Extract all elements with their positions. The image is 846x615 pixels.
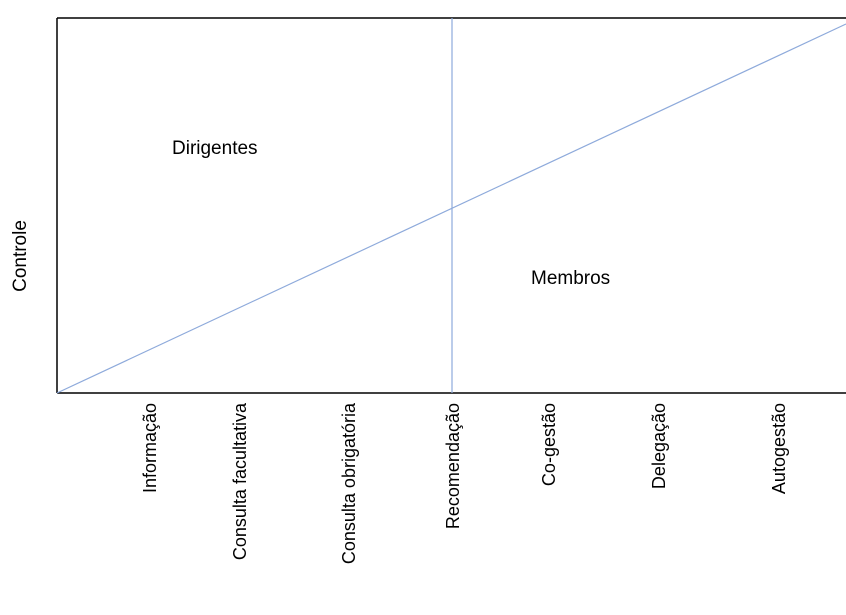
region-label-membros: Membros bbox=[531, 268, 610, 289]
category-label-delegacao: Delegação bbox=[649, 403, 669, 489]
category-label-co-gestao: Co-gestão bbox=[539, 403, 559, 486]
category-label-recomendacao: Recomendação bbox=[443, 403, 463, 529]
category-label-informacao: Informação bbox=[140, 403, 160, 493]
control-diagonal-line bbox=[56, 23, 846, 394]
region-label-dirigentes: Dirigentes bbox=[172, 138, 258, 159]
category-label-consulta-obrigatoria: Consulta obrigatória bbox=[339, 402, 359, 564]
y-axis-label: Controle bbox=[10, 220, 31, 292]
category-label-autogestao: Autogestão bbox=[769, 403, 789, 494]
category-label-consulta-facultativa: Consulta facultativa bbox=[230, 402, 250, 560]
